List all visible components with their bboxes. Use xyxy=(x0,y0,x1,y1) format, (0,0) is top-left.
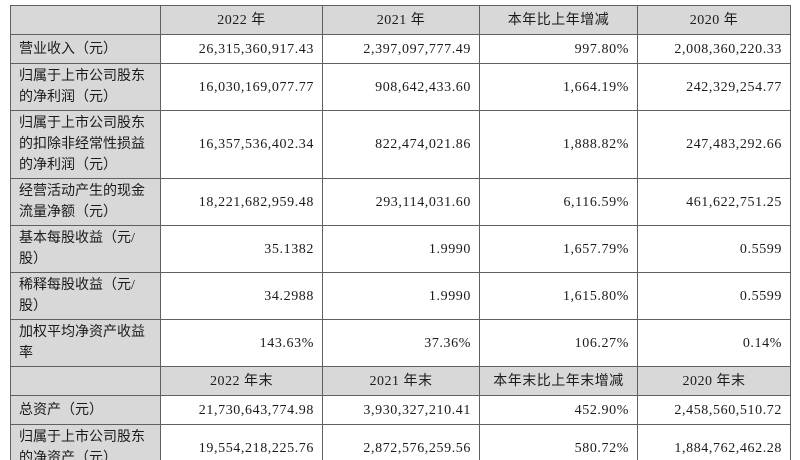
table-row-operating-cash-flow: 经营活动产生的现金流量净额（元） 18,221,682,959.48 293,1… xyxy=(10,178,791,226)
cell-value-2020: 0.5599 xyxy=(637,272,791,320)
cell-value-change: 452.90% xyxy=(479,395,638,425)
cell-value-2021: 822,474,021.86 xyxy=(322,110,480,179)
cell-value-2022: 26,315,360,917.43 xyxy=(160,34,323,64)
cell-value-2020: 0.14% xyxy=(637,319,791,367)
cell-value-2021: 1.9990 xyxy=(322,225,480,273)
cell-value-change: 6,116.59% xyxy=(479,178,638,226)
cell-value-2021: 2,397,097,777.49 xyxy=(322,34,480,64)
cell-value-2021: 908,642,433.60 xyxy=(322,63,480,111)
cell-value-2022: 19,554,218,225.76 xyxy=(160,424,323,460)
row-label: 经营活动产生的现金流量净额（元） xyxy=(10,178,161,226)
column-header-blank xyxy=(10,5,161,35)
cell-value-2022: 16,030,169,077.77 xyxy=(160,63,323,111)
cell-value-2022: 16,357,536,402.34 xyxy=(160,110,323,179)
table-row-net-profit: 归属于上市公司股东的净利润（元） 16,030,169,077.77 908,6… xyxy=(10,63,791,111)
table-row-total-assets: 总资产（元） 21,730,643,774.98 3,930,327,210.4… xyxy=(10,395,791,425)
column-header-2021: 2021 年 xyxy=(322,5,480,35)
table-row-net-assets: 归属于上市公司股东的净资产（元） 19,554,218,225.76 2,872… xyxy=(10,424,791,460)
cell-value-2020: 247,483,292.66 xyxy=(637,110,791,179)
cell-value-2021: 3,930,327,210.41 xyxy=(322,395,480,425)
table-header-row-period-end: 2022 年末 2021 年末 本年末比上年末增减 2020 年末 xyxy=(10,366,791,396)
cell-value-change: 106.27% xyxy=(479,319,638,367)
row-label: 加权平均净资产收益率 xyxy=(10,319,161,367)
cell-value-2022: 35.1382 xyxy=(160,225,323,273)
column-header-2021-end: 2021 年末 xyxy=(322,366,480,396)
column-header-yoy-change: 本年比上年增减 xyxy=(479,5,638,35)
cell-value-2022: 21,730,643,774.98 xyxy=(160,395,323,425)
cell-value-2021: 2,872,576,259.56 xyxy=(322,424,480,460)
table-row-revenue: 营业收入（元） 26,315,360,917.43 2,397,097,777.… xyxy=(10,34,791,64)
column-header-end-change: 本年末比上年末增减 xyxy=(479,366,638,396)
row-label: 总资产（元） xyxy=(10,395,161,425)
row-label: 归属于上市公司股东的净利润（元） xyxy=(10,63,161,111)
cell-value-2020: 0.5599 xyxy=(637,225,791,273)
cell-value-2022: 34.2988 xyxy=(160,272,323,320)
cell-value-change: 1,888.82% xyxy=(479,110,638,179)
cell-value-2020: 2,458,560,510.72 xyxy=(637,395,791,425)
cell-value-change: 1,657.79% xyxy=(479,225,638,273)
cell-value-2020: 1,884,762,462.28 xyxy=(637,424,791,460)
cell-value-2021: 1.9990 xyxy=(322,272,480,320)
cell-value-change: 1,664.19% xyxy=(479,63,638,111)
cell-value-2022: 143.63% xyxy=(160,319,323,367)
table-row-basic-eps: 基本每股收益（元/股） 35.1382 1.9990 1,657.79% 0.5… xyxy=(10,225,791,273)
column-header-2022: 2022 年 xyxy=(160,5,323,35)
cell-value-change: 1,615.80% xyxy=(479,272,638,320)
cell-value-change: 997.80% xyxy=(479,34,638,64)
cell-value-2020: 461,622,751.25 xyxy=(637,178,791,226)
table-row-net-profit-excl-nonrecurring: 归属于上市公司股东的扣除非经常性损益的净利润（元） 16,357,536,402… xyxy=(10,110,791,179)
column-header-2020: 2020 年 xyxy=(637,5,791,35)
column-header-2022-end: 2022 年末 xyxy=(160,366,323,396)
cell-value-2020: 2,008,360,220.33 xyxy=(637,34,791,64)
table-header-row-annual: 2022 年 2021 年 本年比上年增减 2020 年 xyxy=(10,5,791,35)
cell-value-2020: 242,329,254.77 xyxy=(637,63,791,111)
financial-summary-table: 2022 年 2021 年 本年比上年增减 2020 年 营业收入（元） 26,… xyxy=(10,5,791,460)
cell-value-2022: 18,221,682,959.48 xyxy=(160,178,323,226)
column-header-2020-end: 2020 年末 xyxy=(637,366,791,396)
column-header-blank xyxy=(10,366,161,396)
cell-value-2021: 37.36% xyxy=(322,319,480,367)
row-label: 营业收入（元） xyxy=(10,34,161,64)
row-label: 归属于上市公司股东的扣除非经常性损益的净利润（元） xyxy=(10,110,161,179)
table-row-diluted-eps: 稀释每股收益（元/股） 34.2988 1.9990 1,615.80% 0.5… xyxy=(10,272,791,320)
table-row-weighted-avg-roe: 加权平均净资产收益率 143.63% 37.36% 106.27% 0.14% xyxy=(10,319,791,367)
row-label: 归属于上市公司股东的净资产（元） xyxy=(10,424,161,460)
row-label: 稀释每股收益（元/股） xyxy=(10,272,161,320)
cell-value-2021: 293,114,031.60 xyxy=(322,178,480,226)
cell-value-change: 580.72% xyxy=(479,424,638,460)
row-label: 基本每股收益（元/股） xyxy=(10,225,161,273)
